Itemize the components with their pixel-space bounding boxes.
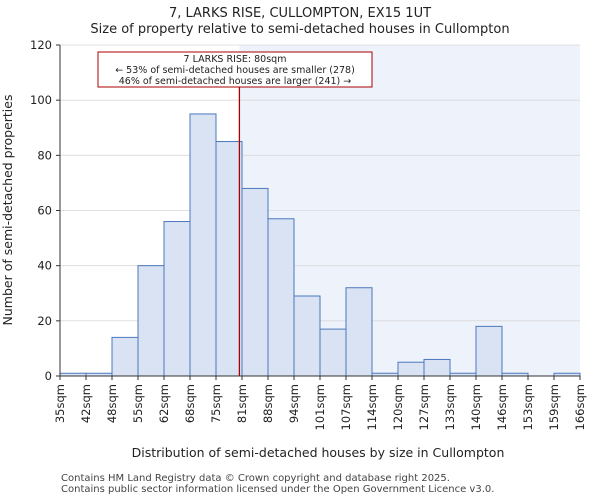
x-tick-label: 114sqm (365, 384, 379, 430)
bar (345, 287, 373, 377)
bar (423, 358, 451, 377)
x-tick-label: 101sqm (313, 384, 327, 430)
annotation-line-3: 46% of semi-detached houses are larger (… (119, 76, 352, 87)
x-tick-label: 62sqm (157, 384, 171, 423)
bar (319, 328, 347, 377)
x-tick-label: 146sqm (495, 384, 509, 430)
bar (189, 113, 217, 377)
x-axis-ticks: 35sqm 42sqm 48sqm 55sqm 62sqm 68sqm 75sqm 81sqm… (53, 376, 587, 430)
x-tick-label: 153sqm (521, 384, 535, 430)
annotation-box (97, 51, 373, 88)
footer-licence: Contains public sector information licen… (61, 484, 495, 495)
x-tick-label: 88sqm (261, 384, 275, 423)
bar (215, 141, 243, 377)
x-tick-label: 55sqm (131, 384, 145, 423)
y-axis-ticks: 0 20 40 60 80 100 120 (30, 38, 60, 383)
x-tick-label: 127sqm (417, 384, 431, 430)
x-tick-label: 42sqm (79, 384, 93, 423)
chart-title: 7, LARKS RISE, CULLOMPTON, EX15 1UT (169, 6, 431, 21)
bar (241, 187, 269, 377)
y-axis-label: Number of semi-detached properties (0, 95, 15, 326)
x-tick-label: 120sqm (391, 384, 405, 430)
bar (267, 218, 295, 377)
y-tick-label: 100 (30, 93, 52, 107)
annotation-line-2: ← 53% of semi-detached houses are smalle… (115, 65, 355, 76)
y-tick-label: 80 (37, 148, 52, 162)
x-tick-label: 107sqm (339, 384, 353, 430)
x-tick-label: 75sqm (209, 384, 223, 423)
x-tick-label: 140sqm (469, 384, 483, 430)
bar (137, 265, 165, 377)
x-tick-label: 159sqm (547, 384, 561, 430)
y-tick-label: 0 (45, 369, 52, 383)
annotation-line-1: 7 LARKS RISE: 80sqm (184, 54, 287, 65)
x-tick-label: 166sqm (573, 384, 587, 430)
x-tick-label: 35sqm (53, 384, 67, 423)
x-axis-label: Distribution of semi-detached houses by … (132, 445, 505, 460)
x-tick-label: 94sqm (287, 384, 301, 423)
bar (475, 325, 503, 377)
y-tick-label: 120 (30, 38, 52, 52)
bar (111, 336, 139, 377)
y-tick-label: 20 (37, 314, 52, 328)
footer-copyright: Contains HM Land Registry data © Crown c… (61, 473, 450, 484)
bar (397, 361, 425, 377)
y-tick-label: 60 (37, 204, 52, 218)
x-tick-label: 133sqm (443, 384, 457, 430)
bars (59, 113, 581, 377)
bar (293, 295, 321, 377)
bar (163, 221, 191, 377)
x-tick-label: 48sqm (105, 384, 119, 423)
x-tick-label: 68sqm (183, 384, 197, 423)
x-tick-label: 81sqm (235, 384, 249, 423)
chart-subtitle: Size of property relative to semi-detach… (90, 22, 509, 37)
y-tick-label: 40 (37, 259, 52, 273)
